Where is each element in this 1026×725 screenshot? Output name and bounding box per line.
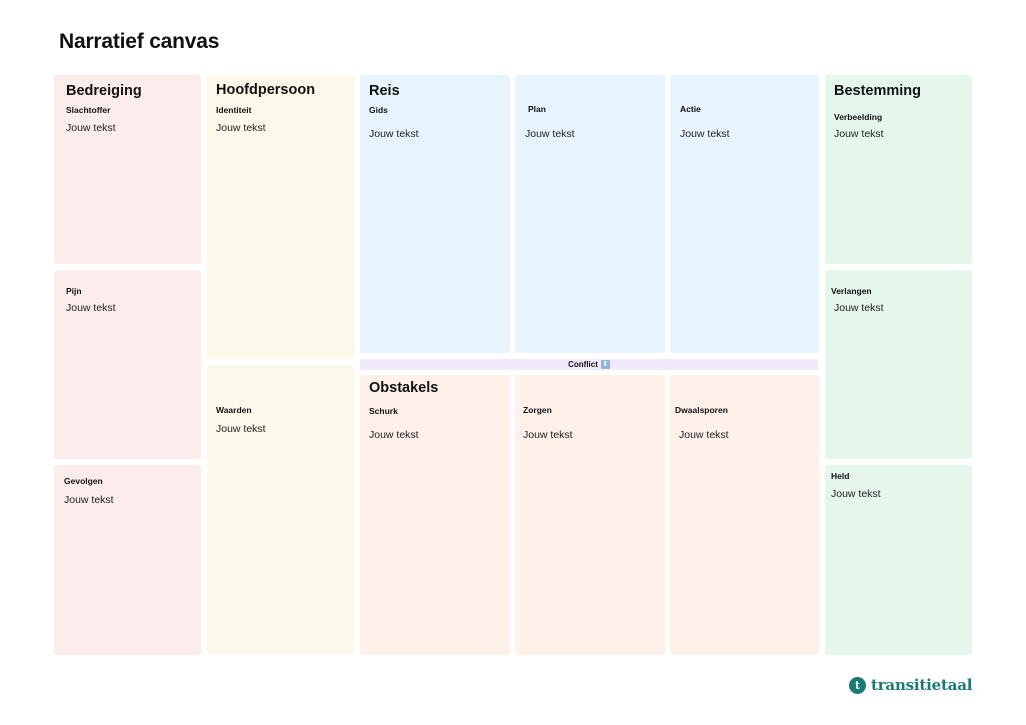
- card-gevolgen[interactable]: Gevolgen Jouw tekst: [54, 465, 201, 655]
- card-held[interactable]: Held Jouw tekst: [825, 465, 972, 655]
- field-label-gevolgen: Gevolgen: [64, 476, 103, 486]
- field-label-held: Held: [831, 471, 850, 481]
- text-plan[interactable]: Jouw tekst: [525, 128, 575, 140]
- card-slachtoffer[interactable]: Bedreiging Slachtoffer Jouw tekst: [54, 75, 201, 264]
- text-verlangen[interactable]: Jouw tekst: [834, 302, 884, 314]
- card-zorgen[interactable]: Zorgen Jouw tekst: [515, 375, 665, 655]
- field-label-waarden: Waarden: [216, 405, 252, 415]
- text-zorgen[interactable]: Jouw tekst: [523, 429, 573, 441]
- conflict-bar: Conflict ⇕: [360, 359, 818, 370]
- section-title-obstakels: Obstakels: [369, 380, 439, 396]
- text-gids[interactable]: Jouw tekst: [369, 128, 419, 140]
- text-slachtoffer[interactable]: Jouw tekst: [66, 122, 116, 134]
- field-label-verbeelding: Verbeelding: [834, 112, 883, 122]
- card-schurk[interactable]: Obstakels Schurk Jouw tekst: [360, 375, 510, 655]
- field-label-zorgen: Zorgen: [523, 405, 552, 415]
- text-schurk[interactable]: Jouw tekst: [369, 429, 419, 441]
- text-dwaalsporen[interactable]: Jouw tekst: [679, 429, 729, 441]
- section-title-bedreiging: Bedreiging: [66, 83, 142, 99]
- field-label-actie: Actie: [680, 104, 701, 114]
- card-identiteit[interactable]: Hoofdpersoon Identiteit Jouw tekst: [207, 75, 354, 359]
- conflict-label: Conflict: [568, 360, 598, 369]
- field-label-verlangen: Verlangen: [831, 286, 872, 296]
- brand-name: transitietaal: [871, 676, 973, 694]
- field-label-schurk: Schurk: [369, 406, 398, 416]
- text-verbeelding[interactable]: Jouw tekst: [834, 128, 884, 140]
- brand-logo: t transitietaal: [849, 676, 972, 694]
- field-label-gids: Gids: [369, 105, 388, 115]
- field-label-pijn: Pijn: [66, 286, 82, 296]
- text-waarden[interactable]: Jouw tekst: [216, 423, 266, 435]
- text-held[interactable]: Jouw tekst: [831, 488, 881, 500]
- text-gevolgen[interactable]: Jouw tekst: [64, 494, 114, 506]
- text-pijn[interactable]: Jouw tekst: [66, 302, 116, 314]
- field-label-dwaalsporen: Dwaalsporen: [675, 405, 728, 415]
- section-title-reis: Reis: [369, 83, 400, 99]
- card-gids[interactable]: Reis Gids Jouw tekst: [360, 75, 510, 353]
- brand-mark-icon: t: [849, 676, 866, 694]
- page-title: Narratief canvas: [59, 30, 220, 53]
- card-verbeelding[interactable]: Bestemming Verbeelding Jouw tekst: [825, 75, 972, 264]
- field-label-plan: Plan: [528, 104, 546, 114]
- field-label-slachtoffer: Slachtoffer: [66, 105, 111, 115]
- card-waarden[interactable]: Waarden Jouw tekst: [207, 365, 354, 654]
- section-title-bestemming: Bestemming: [834, 83, 922, 99]
- text-identiteit[interactable]: Jouw tekst: [216, 122, 266, 134]
- card-pijn[interactable]: Pijn Jouw tekst: [54, 270, 201, 459]
- up-down-arrow-icon: ⇕: [600, 360, 610, 369]
- field-label-identiteit: Identiteit: [216, 105, 252, 115]
- text-actie[interactable]: Jouw tekst: [680, 128, 730, 140]
- card-dwaalsporen[interactable]: Dwaalsporen Jouw tekst: [670, 375, 819, 655]
- section-title-hoofdpersoon: Hoofdpersoon: [216, 82, 316, 98]
- card-actie[interactable]: Actie Jouw tekst: [670, 75, 819, 353]
- card-verlangen[interactable]: Verlangen Jouw tekst: [825, 270, 972, 459]
- card-plan[interactable]: Plan Jouw tekst: [515, 75, 665, 353]
